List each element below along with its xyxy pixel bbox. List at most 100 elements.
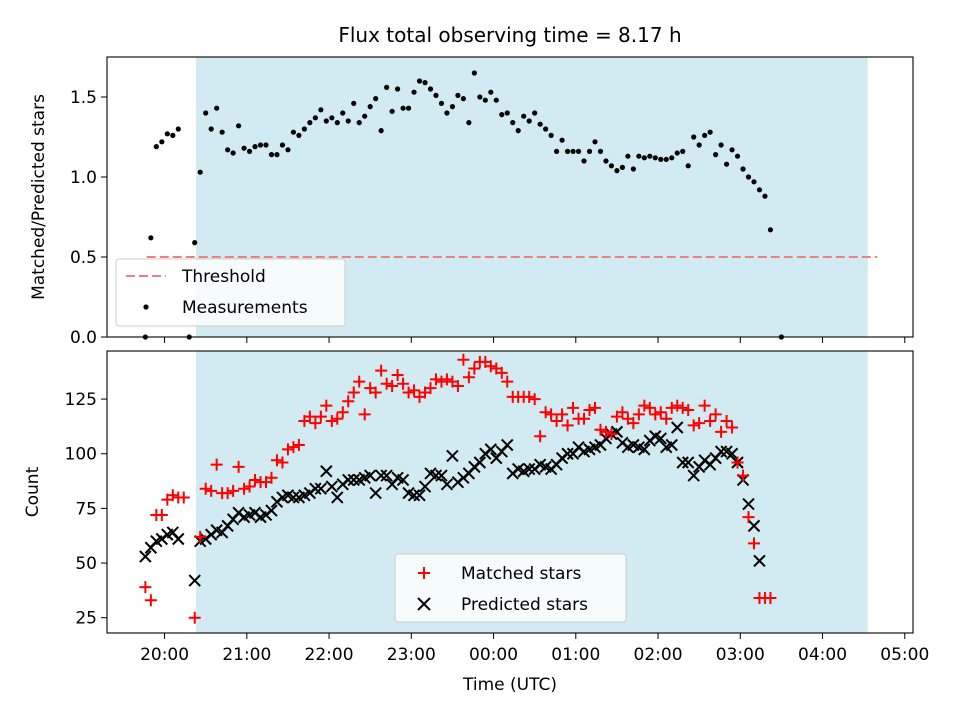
bottom-y-axis-label: Count [23,466,43,517]
measurement-point [521,113,527,119]
measurement-point [570,148,576,154]
predicted-star-point [287,491,300,504]
measurement-point [257,142,264,148]
legend-predicted-label: Predicted stars [461,595,588,615]
measurement-point [526,118,532,124]
measurement-point [504,110,510,116]
measurement-point [268,152,275,158]
measurement-point [723,161,730,167]
matched-star-point [660,412,673,425]
predicted-star-point [676,456,689,469]
measurement-point [252,144,258,150]
predicted-star-point [314,482,328,495]
matched-star-point [693,417,706,430]
measurement-point [669,155,675,161]
x-tick-label: 22:00 [305,645,354,665]
measurement-point [685,163,691,169]
measurement-point [592,139,598,145]
bottom-y-tick-label: 125 [65,390,97,410]
matched-star-point [325,414,338,427]
matched-star-point [276,456,289,469]
matched-star-point [287,441,300,454]
matched-star-point [375,364,388,377]
x-axis-label: Time (UTC) [462,675,557,695]
matched-star-point [539,406,552,419]
matched-star-point [682,404,695,417]
measurement-point [734,153,741,159]
matched-star-point [468,362,481,375]
figure-title: Flux total observing time = 8.17 h [338,23,681,47]
predicted-star-point [265,504,278,517]
x-tick-label: 00:00 [469,645,518,665]
matched-star-point [495,366,508,379]
matched-star-point [457,353,470,366]
predicted-star-point [413,489,426,502]
measurement-point [713,152,719,158]
x-tick-label: 01:00 [551,645,600,665]
measurement-point [575,148,582,154]
matched-star-point [292,439,305,451]
measurement-point [696,142,702,148]
predicted-star-point [671,421,684,434]
measurement-point [586,148,593,154]
matched-star-point [567,401,580,414]
measurement-point [636,153,642,159]
matched-star-point [320,399,333,412]
measurement-point [312,115,318,121]
legend-matched-swatch [418,567,430,579]
matched-star-point [309,417,322,430]
matched-star-point [484,360,497,373]
top-legend-box [115,258,346,327]
measurement-point [641,155,647,161]
predicted-star-point [638,443,651,456]
matched-star-point [435,375,448,388]
measurement-point [756,187,763,193]
measurement-point [235,123,242,129]
measurement-point [543,126,549,132]
measurement-point [438,100,445,106]
top-y-tick-label: 1.5 [70,88,97,108]
measurement-point [433,92,439,98]
measurements-series [142,70,785,340]
predicted-star-point [501,438,514,452]
measurement-point [559,137,565,143]
bottom-y-tick-label: 25 [75,609,97,629]
matched-star-point [347,386,360,399]
measurement-point [597,148,604,154]
measurement-point [614,168,620,174]
measurement-point [274,152,280,158]
x-tick-label: 21:00 [222,645,271,665]
measurement-point [318,107,324,113]
top-y-tick-label: 1.0 [70,168,97,188]
matched-star-point [232,460,245,473]
predicted-star-point [714,445,728,458]
matched-star-point [715,425,728,438]
matched-star-point [451,379,464,392]
matched-star-point [638,399,651,412]
matched-star-point [386,379,399,392]
measurement-point [471,70,477,76]
measurement-point [340,110,346,116]
matched-star-point [194,530,207,543]
bottom-x-axis: 20:00 21:00 22:00 23:00 00:00 01:00 02:00 03:00… [140,633,929,665]
matched-star-point [249,473,262,486]
measurement-point [691,134,697,140]
matched-star-point [424,382,437,395]
measurement-point [329,115,335,121]
measurement-point [170,132,176,138]
top-legend: Threshold Measurements [115,258,346,327]
top-y-tick-label: 0.0 [70,328,97,348]
measurement-point [362,113,368,119]
x-tick-label: 23:00 [387,645,436,665]
measurement-point [532,110,538,116]
measurement-point [307,120,313,126]
matched-star-point [588,401,601,414]
measurement-point [323,118,329,124]
measurement-point [740,166,746,172]
matched-star-point [281,443,294,456]
measurement-point [192,240,198,246]
predicted-star-point [320,465,333,478]
measurement-point [225,147,231,153]
matched-star-point [676,401,689,414]
